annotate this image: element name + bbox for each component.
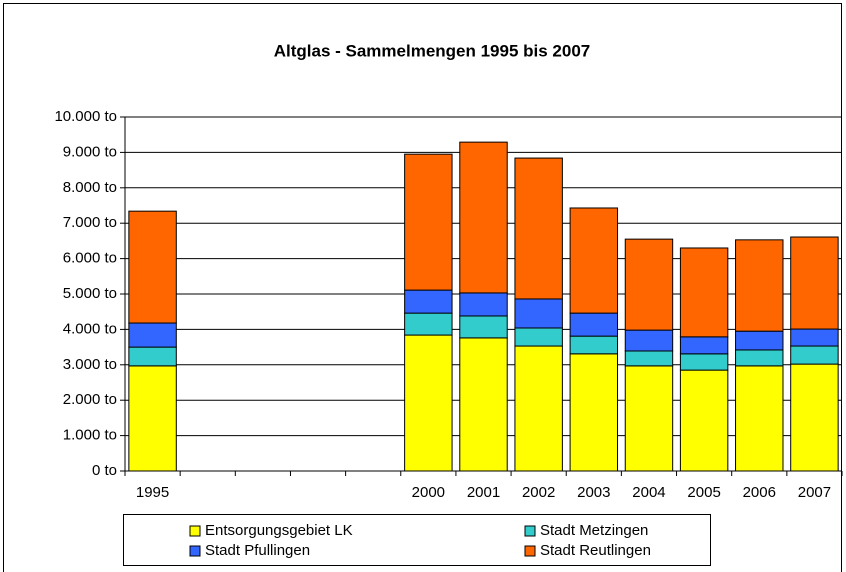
bar-segment xyxy=(624,329,674,352)
legend-label: Entsorgungsgebiet LK xyxy=(205,522,353,539)
y-tick-label: 0 to xyxy=(92,462,117,479)
y-tick-label: 6.000 to xyxy=(63,250,117,267)
bar-segment xyxy=(679,336,729,355)
bar-segment xyxy=(569,353,619,472)
x-tick-label: 2002 xyxy=(522,484,555,501)
bar-segment xyxy=(514,298,563,329)
bar-segment xyxy=(569,312,619,337)
y-tick-label: 10.000 to xyxy=(54,108,117,125)
y-tick-label: 9.000 to xyxy=(63,143,117,160)
y-tick-label: 4.000 to xyxy=(63,320,117,337)
bar-segment xyxy=(569,207,619,314)
legend-label: Stadt Reutlingen xyxy=(540,542,651,559)
bar-segment xyxy=(735,349,784,367)
legend xyxy=(123,514,711,566)
bar-segment xyxy=(735,239,784,332)
bar-segment xyxy=(404,334,453,472)
x-tick-label: 2004 xyxy=(632,484,665,501)
bar-segment xyxy=(679,369,729,472)
bar-segment xyxy=(790,363,839,472)
bar-segment xyxy=(128,210,177,324)
bar-segment xyxy=(624,365,674,472)
bar-segment xyxy=(514,157,563,300)
legend-swatch xyxy=(524,545,536,557)
y-tick-label: 7.000 to xyxy=(63,214,117,231)
bar-segment xyxy=(514,345,563,472)
bar-segment xyxy=(624,238,674,331)
legend-swatch xyxy=(524,525,536,537)
bar-segment xyxy=(128,346,177,367)
legend-swatch xyxy=(189,525,201,537)
x-tick-label: 1995 xyxy=(136,484,169,501)
bar-segment xyxy=(790,345,839,365)
x-tick-label: 2001 xyxy=(467,484,500,501)
x-tick-label: 2007 xyxy=(798,484,831,501)
y-tick-label: 3.000 to xyxy=(63,356,117,373)
bar-segment xyxy=(459,315,508,339)
y-tick-label: 1.000 to xyxy=(63,427,117,444)
y-tick-label: 8.000 to xyxy=(63,179,117,196)
legend-label: Stadt Pfullingen xyxy=(205,542,310,559)
x-tick-label: 2000 xyxy=(412,484,445,501)
y-tick-label: 5.000 to xyxy=(63,285,117,302)
bar-segment xyxy=(679,247,729,338)
bar-segment xyxy=(128,365,177,472)
bar-segment xyxy=(404,312,453,336)
bar-segment xyxy=(128,322,177,348)
bar-segment xyxy=(735,365,784,472)
bar-segment xyxy=(624,350,674,367)
bar-segment xyxy=(459,292,508,317)
bar-segment xyxy=(790,236,839,330)
y-tick-label: 2.000 to xyxy=(63,391,117,408)
bar-segment xyxy=(404,153,453,291)
bar-segment xyxy=(790,328,839,347)
x-tick-label: 2005 xyxy=(687,484,720,501)
x-tick-label: 2003 xyxy=(577,484,610,501)
chart-title: Altglas - Sammelmengen 1995 bis 2007 xyxy=(274,41,591,60)
bar-segment xyxy=(459,337,508,472)
bar-segment xyxy=(735,330,784,351)
legend-label: Stadt Metzingen xyxy=(540,522,648,539)
bar-segment xyxy=(404,289,453,314)
bar-segment xyxy=(569,335,619,355)
x-tick-label: 2006 xyxy=(743,484,776,501)
bar-segment xyxy=(679,353,729,371)
bar-segment xyxy=(514,327,563,347)
bar-segment xyxy=(459,141,508,294)
legend-swatch xyxy=(189,545,201,557)
